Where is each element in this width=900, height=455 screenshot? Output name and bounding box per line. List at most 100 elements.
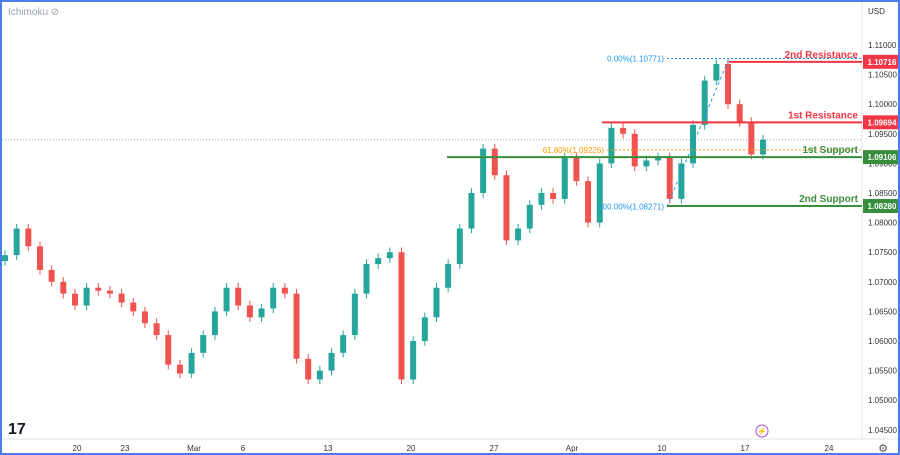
candle-body [305,358,312,380]
candle-body [515,228,522,241]
candle-body [725,63,732,105]
candle-body [678,163,685,199]
candle-body [491,148,498,176]
candle-body [445,264,452,288]
x-tick-label: 24 [825,444,834,453]
x-tick-label: Apr [566,444,579,453]
level-name: 1st Resistance [788,110,858,121]
indicator-legend[interactable]: Ichimoku ⊘ [8,7,59,18]
x-tick-label: 20 [73,444,82,453]
x-tick-label: Mar [187,444,201,453]
fib-level-label: 0.00%(1.10771) [607,55,664,64]
candle-body [526,204,533,229]
candle-body [701,80,708,125]
candle-body [433,287,440,318]
candle-body [375,258,382,265]
level-price-tag [863,199,898,214]
candle-body [643,160,650,167]
fib-trend-line [666,58,730,207]
level-name: 2nd Support [799,194,859,205]
candle-body [468,193,475,229]
candle-body [410,341,417,380]
candle-body [71,293,78,306]
candle-body [666,157,673,199]
level-price-label: 1.10716 [868,58,897,67]
candle-body [83,287,90,306]
lightning-glyph: ⚡ [757,426,767,436]
candle-body [456,228,463,265]
candle-body [25,228,32,247]
candle-body [631,133,638,167]
candle-body [538,193,545,205]
candle-body [188,352,195,374]
y-tick-label: 1.08500 [868,189,897,198]
candle-body [60,281,67,294]
candle-body [585,181,592,223]
level-price-label: 1.09106 [868,153,897,162]
candle-body [95,287,102,291]
candle-body [316,370,323,380]
candle-body [223,287,230,312]
candle-body [48,269,55,282]
candle-body [328,352,335,371]
candle-body [398,252,405,380]
candle-body [106,290,113,294]
candle-body [713,63,720,81]
candle-body [386,252,393,259]
y-tick-label: 1.10500 [868,71,897,80]
y-tick-label: 1.06500 [868,307,897,316]
settings-gear-icon: ⚙ [878,443,888,455]
candle-body [235,287,242,306]
candle-body [596,163,603,223]
candle-body [270,287,277,309]
candle-body [118,293,125,303]
eye-crossed-icon[interactable]: ⊘ [50,7,60,18]
candle-body [421,317,428,341]
level-price-tag [863,115,898,130]
candle-body [351,293,358,336]
candle-body [176,364,183,374]
x-tick-label: 17 [741,444,750,453]
candle-body [608,127,615,164]
candle-body [748,121,755,155]
x-tick-label: 23 [121,444,130,453]
candle-body [503,175,510,241]
candle-body [153,323,160,336]
level-name: 2nd Resistance [785,50,859,61]
candle-body [200,335,207,353]
x-tick-label: 27 [490,444,499,453]
y-tick-label: 1.05000 [868,396,897,405]
candle-body [561,157,568,199]
candle-body [340,335,347,353]
candle-body [760,139,766,155]
y-tick-label: 1.08000 [868,219,897,228]
indicator-label: Ichimoku [8,7,49,18]
candle-body [2,255,8,262]
y-tick-label: 1.04500 [868,426,897,435]
y-tick-label: 1.06000 [868,337,897,346]
fib-level-label: 100.00%(1.08271) [598,203,664,212]
candle-body [281,287,288,294]
candle-body [165,335,172,365]
x-tick-label: 20 [407,444,416,453]
y-tick-label: 1.11000 [868,41,897,50]
candle-body [211,311,218,336]
candle-body [293,293,300,359]
x-tick-label: 10 [658,444,667,453]
candle-body [141,311,148,324]
currency-label: USD [868,7,885,16]
level-price-tag [863,54,898,69]
y-tick-label: 1.07500 [868,248,897,257]
candle-body [480,148,487,193]
tradingview-logo: 17 [8,421,26,438]
candle-body [550,193,557,199]
candle-body [13,228,20,256]
y-tick-label: 1.09500 [868,130,897,139]
y-tick-label: 1.05500 [868,367,897,376]
x-tick-label: 6 [241,444,246,453]
fib-level-label: 61.80%(1.09226) [543,146,605,155]
candle-body [258,308,265,318]
candle-body [620,127,627,134]
